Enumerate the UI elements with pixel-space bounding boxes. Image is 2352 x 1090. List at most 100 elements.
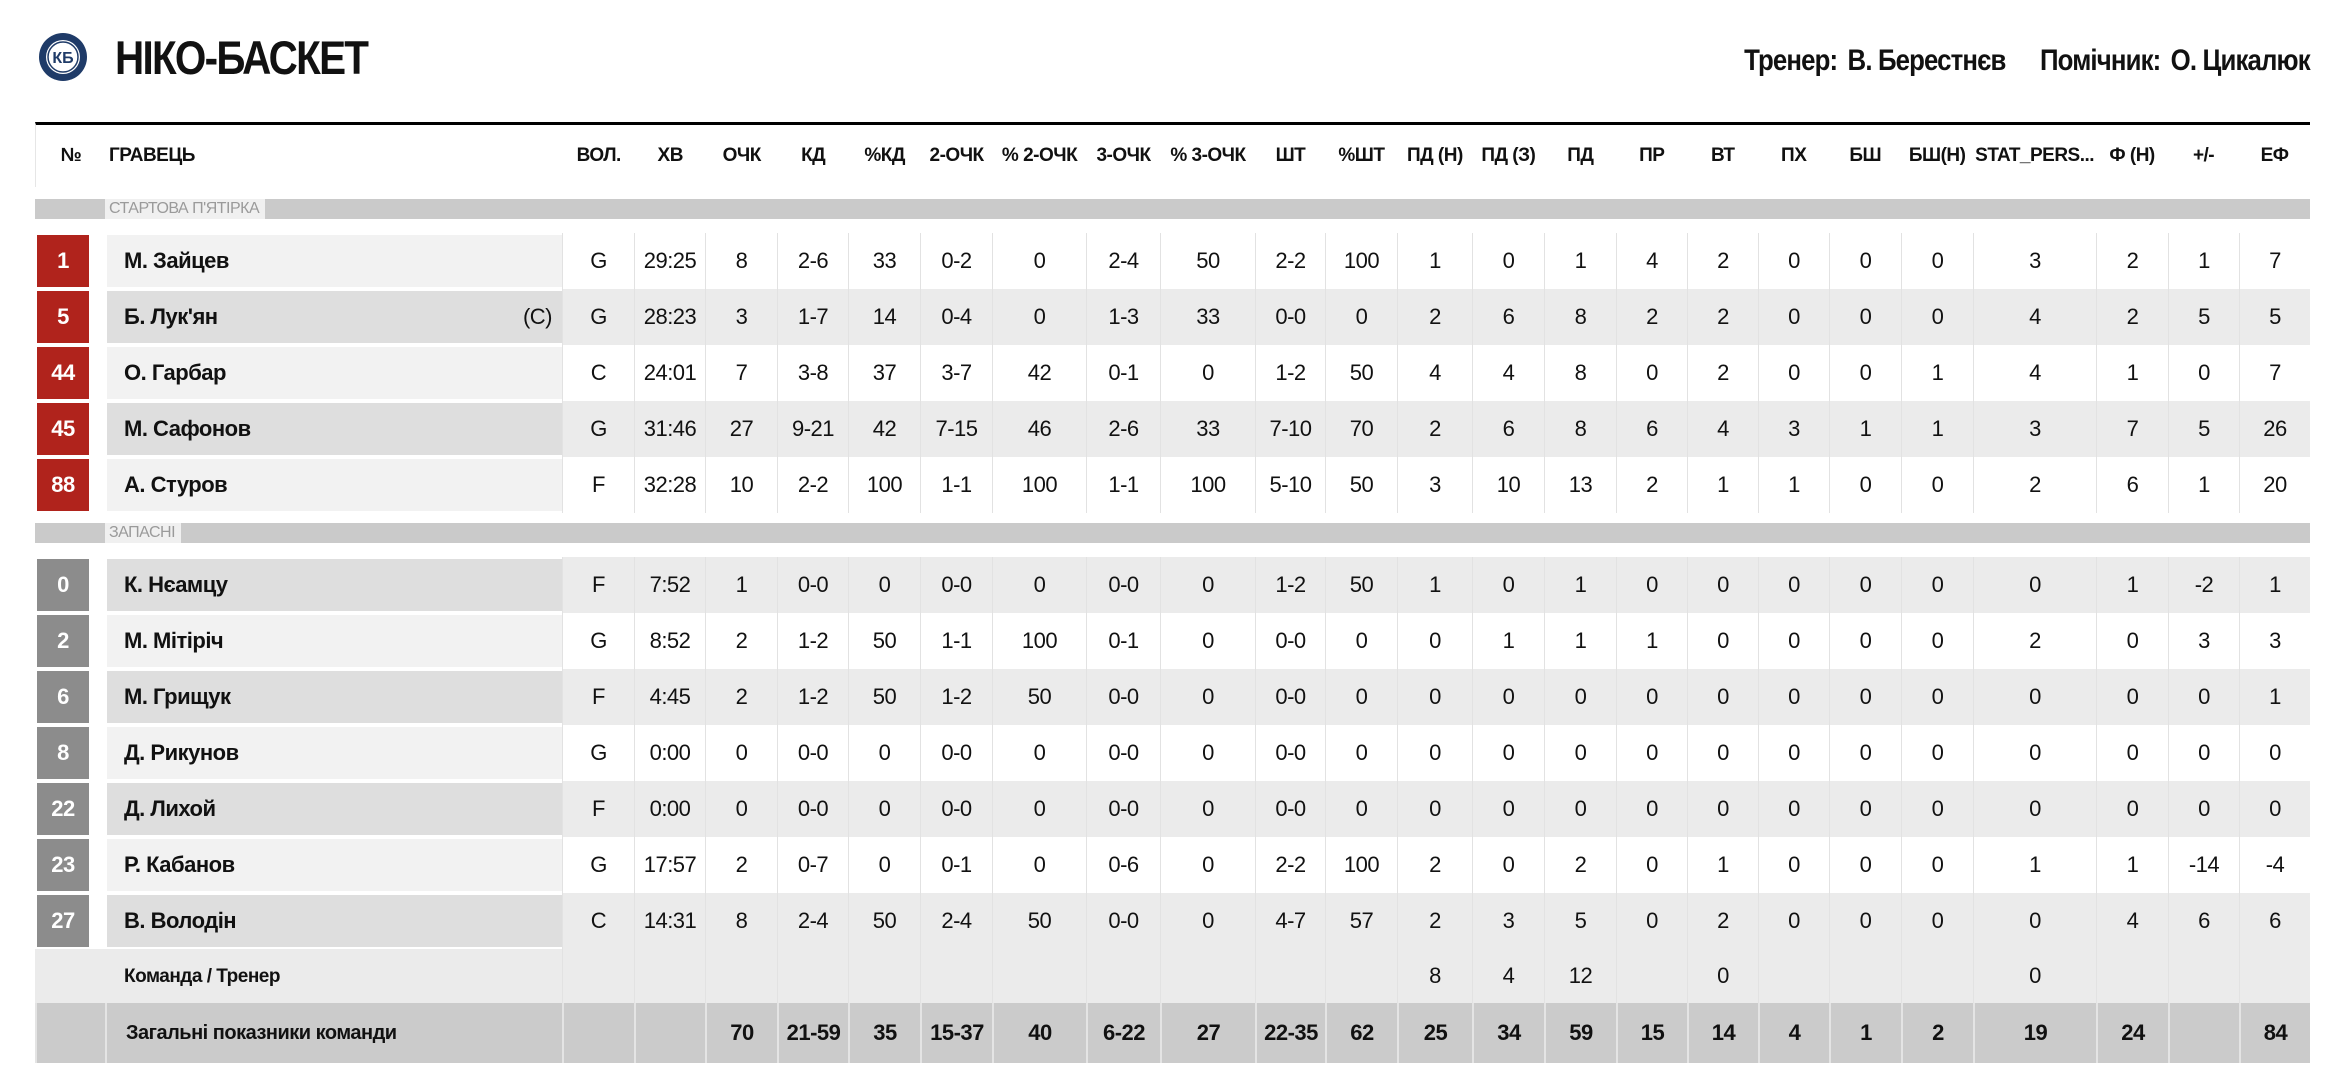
stat-cell: 0 (1901, 725, 1973, 781)
player-row[interactable]: 8 Д. Рикунов G 0:00 0 0-0 0 0-0 0 0-0 0 0-0 0 0 0 0 0 0 0 0… (35, 725, 2310, 781)
column-header[interactable]: %КД (864, 145, 905, 166)
stat-cell: 0 (1472, 233, 1544, 289)
number-cell: 88 (35, 457, 105, 513)
column-header[interactable]: ЕФ (2260, 145, 2289, 166)
player-name-box[interactable]: М. Грищук (107, 671, 562, 723)
column-header[interactable]: % 2-ОЧК (1001, 145, 1078, 166)
stat-cell: 20 (2239, 457, 2310, 513)
player-name[interactable]: О. Гарбар (124, 360, 226, 385)
player-row[interactable]: 6 М. Грищук F 4:45 2 1-2 50 1-2 50 0-0 0 0-0 0 0 0 0 0 0 0… (35, 669, 2310, 725)
stat-cell (1829, 949, 1901, 1003)
stat-cell: 5 (2168, 401, 2239, 457)
column-header[interactable]: ВТ (1710, 145, 1735, 166)
column-header[interactable]: ПР (1639, 145, 1665, 166)
column-header[interactable]: ГРАВЕЦЬ (108, 145, 195, 166)
stat-cell: 2 (1397, 837, 1472, 893)
player-row[interactable]: 2 М. Мітіріч G 8:52 2 1-2 50 1-1 100 0-1 0 0-0 0 0 1 1 1… (35, 613, 2310, 669)
stat-cell: G (562, 613, 634, 669)
column-header[interactable]: 2-ОЧК (929, 145, 985, 166)
number-cell: 22 (35, 781, 105, 837)
stat-cell: 1-2 (1255, 557, 1325, 613)
column-header[interactable]: ВОЛ. (576, 145, 622, 166)
column-header[interactable]: Ф (Н) (2109, 145, 2155, 166)
player-name[interactable]: Д. Лихой (124, 796, 216, 821)
stat-cell: 0 (1758, 289, 1829, 345)
player-name[interactable]: М. Зайцев (124, 248, 229, 273)
player-name-box[interactable]: М. Зайцев (107, 235, 562, 287)
player-name[interactable]: Б. Лук'ян (124, 304, 218, 329)
table-header: № ГРАВЕЦЬ ВОЛ. ХВ ОЧК КД %КД 2-ОЧК % 2-ОЧК 3-ОЧК%… (35, 122, 2310, 187)
stat-cell: 5 (2239, 289, 2310, 345)
player-name[interactable]: В. Володін (124, 908, 237, 933)
player-row[interactable]: 1 М. Зайцев G 29:25 8 2-6 33 0-2 0 2-4 50 2-2 100 1 0 1… (35, 233, 2310, 289)
player-name-box[interactable]: Д. Лихой (107, 783, 562, 835)
name-cell: Р. Кабанов (105, 837, 562, 893)
stat-cell: 35 (848, 1003, 920, 1063)
stat-cell: 0 (1829, 837, 1901, 893)
player-name[interactable]: М. Грищук (124, 684, 231, 709)
column-header[interactable]: % 3-ОЧК (1170, 145, 1246, 166)
player-name-box[interactable]: О. Гарбар (107, 347, 562, 399)
stat-cell: 1 (2096, 837, 2168, 893)
stat-cell: 0 (1544, 669, 1616, 725)
player-row[interactable]: 44 О. Гарбар C 24:01 7 3-8 37 3-7 42 0-1 0 1-2 50 4 4 8… (35, 345, 2310, 401)
column-header[interactable]: ПД (З) (1481, 145, 1536, 166)
column-header[interactable]: ПД (Н) (1406, 145, 1463, 166)
player-name-box[interactable]: Д. Рикунов (107, 727, 562, 779)
column-header[interactable]: КД (801, 145, 826, 166)
column-header[interactable]: № (60, 145, 82, 166)
player-row[interactable]: 27 В. Володін C 14:31 8 2-4 50 2-4 50 0-0 0 4-7 57 2 3… (35, 893, 2310, 949)
column-header[interactable]: ХВ (657, 145, 684, 166)
player-name-box[interactable]: М. Сафонов (107, 403, 562, 455)
player-name-box[interactable]: М. Мітіріч (107, 615, 562, 667)
stat-cell: 0 (1160, 669, 1255, 725)
stat-cell: 3 (705, 289, 777, 345)
player-name-box[interactable]: Б. Лук'ян (C) (107, 291, 562, 343)
stat-cell: 0 (1829, 345, 1901, 401)
player-name-box[interactable]: В. Володін (107, 895, 562, 947)
column-header[interactable]: STAT_PERS... (1975, 145, 2095, 166)
column-header[interactable]: %ШТ (1338, 145, 1385, 166)
column-header[interactable]: ПХ (1781, 145, 1807, 166)
number-cell: 27 (35, 893, 105, 949)
player-name-box[interactable]: Р. Кабанов (107, 839, 562, 891)
stat-cell (1086, 949, 1160, 1003)
stat-cell: 1 (1544, 233, 1616, 289)
stat-cell: 4 (1397, 345, 1472, 401)
stat-cell: 0-0 (1086, 781, 1160, 837)
player-name[interactable]: М. Сафонов (124, 416, 251, 441)
stat-cell: 2 (1973, 613, 2096, 669)
player-row[interactable]: 23 Р. Кабанов G 17:57 2 0-7 0 0-1 0 0-6 0 2-2 100 2 0 2… (35, 837, 2310, 893)
player-row[interactable]: 22 Д. Лихой F 0:00 0 0-0 0 0-0 0 0-0 0 0-0 0 0 0 0 0 0 0 0 0… (35, 781, 2310, 837)
column-header[interactable]: 3-ОЧК (1096, 145, 1151, 166)
stat-cell: 0 (1829, 289, 1901, 345)
player-name[interactable]: Д. Рикунов (124, 740, 239, 765)
player-name-box[interactable]: А. Стуров (107, 459, 562, 511)
column-header[interactable]: ШТ (1275, 145, 1306, 166)
player-name-box[interactable]: К. Нєамцу (107, 559, 562, 611)
player-name[interactable]: Р. Кабанов (124, 852, 235, 877)
player-name[interactable]: К. Нєамцу (124, 572, 228, 597)
column-header[interactable]: БШ(Н) (1908, 145, 1966, 166)
column-header[interactable]: ПД (1567, 145, 1594, 166)
player-row[interactable]: 88 А. Стуров F 32:28 10 2-2 100 1-1 100 1-1 100 5-1… (35, 457, 2310, 513)
stat-cell: F (562, 457, 634, 513)
player-row[interactable]: 5 Б. Лук'ян (C) G 28:23 3 1-7 14 0-4 0 1-3 33 0-0 0 2 6… (35, 289, 2310, 345)
coach-label: Тренер: (1744, 44, 1838, 77)
player-number: 27 (37, 895, 89, 947)
stat-cell: 26 (2239, 401, 2310, 457)
player-row[interactable]: 45 М. Сафонов G 31:46 27 9-21 42 7-15 46 2-6 33 7-1… (35, 401, 2310, 457)
stat-cell (2096, 949, 2168, 1003)
stat-cell: 2 (1901, 1003, 1973, 1063)
stat-cell: 42 (848, 401, 920, 457)
stat-cell: 33 (1160, 401, 1255, 457)
team-totals-row: Загальні показники команди 70 21-59 35 15-37… (35, 1003, 2310, 1063)
column-header[interactable]: БШ (1849, 145, 1882, 166)
column-header[interactable]: ОЧК (722, 145, 762, 166)
stat-cell: 0 (1829, 781, 1901, 837)
column-header[interactable]: +/- (2192, 145, 2215, 166)
stat-cell: 1-2 (777, 613, 848, 669)
player-name[interactable]: М. Мітіріч (124, 628, 224, 653)
player-row[interactable]: 0 К. Нєамцу F 7:52 1 0-0 0 0-0 0 0-0 0 1-2 50 1 0 1 0 0 0 0… (35, 557, 2310, 613)
player-name[interactable]: А. Стуров (124, 472, 228, 497)
